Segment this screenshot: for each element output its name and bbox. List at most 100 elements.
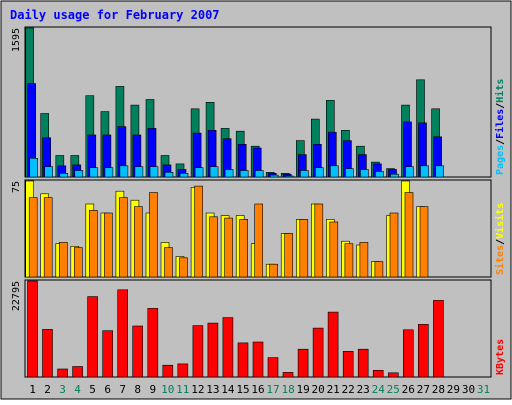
panel-1-series-label-text: Pages/Files/Hits xyxy=(494,79,506,175)
pages-bar-day-25 xyxy=(390,173,399,178)
panel-2-ymax-label: 75 xyxy=(11,181,22,193)
pages-bar-day-2 xyxy=(44,166,54,178)
series-label-sites: Sites xyxy=(494,245,506,275)
chart-panels: 1595Pages/Files/Hits75Sites/Visits22795K… xyxy=(11,26,506,378)
sites-bar-day-22 xyxy=(344,243,354,278)
sites-bar-day-11 xyxy=(179,257,188,278)
panel-3: 22795 KBytes xyxy=(11,279,506,378)
kbytes-bar-day-26 xyxy=(402,329,414,378)
pages-bar-day-8 xyxy=(134,166,144,178)
sites-bar-day-4 xyxy=(74,247,83,278)
day-label-23: 23 xyxy=(357,383,370,396)
sites-bar-day-23 xyxy=(359,242,369,278)
pages-bar-day-27 xyxy=(420,165,429,178)
kbytes-bar-day-1 xyxy=(27,280,38,378)
sites-bar-day-2 xyxy=(43,197,53,278)
series-pages xyxy=(29,158,444,178)
day-label-3: 3 xyxy=(59,383,66,396)
panel-1-ymax-label: 1595 xyxy=(11,28,22,52)
sites-bar-day-12 xyxy=(194,185,203,278)
x-axis-day-labels: 1 2 3 4 5 6 7 8 9 10 11 12 13 14 15 16 17 18 19 20 21 22 23 24 2… xyxy=(29,383,490,396)
day-label-7: 7 xyxy=(119,383,126,396)
kbytes-bar-day-28 xyxy=(433,300,444,378)
day-label-15: 15 xyxy=(236,383,249,396)
pages-bar-day-21 xyxy=(329,165,339,178)
day-label-2: 2 xyxy=(44,383,51,396)
pages-bar-day-11 xyxy=(179,173,189,178)
pages-bar-day-4 xyxy=(74,170,84,178)
day-label-31: 31 xyxy=(477,383,490,396)
sites-bar-day-17 xyxy=(269,263,279,278)
day-label-29: 29 xyxy=(447,383,460,396)
pages-bar-day-6 xyxy=(104,167,114,178)
sites-bar-day-26 xyxy=(404,192,414,278)
pages-bar-day-26 xyxy=(405,166,414,178)
kbytes-bar-day-7 xyxy=(117,289,128,378)
panel-2-series-labels: Sites/Visits xyxy=(494,203,506,275)
day-label-11: 11 xyxy=(176,383,189,396)
pages-bar-day-20 xyxy=(314,167,324,178)
day-label-28: 28 xyxy=(432,383,445,396)
day-label-4: 4 xyxy=(74,383,81,396)
series-label-hits: Hits xyxy=(494,79,506,103)
sites-bar-day-7 xyxy=(119,197,128,278)
day-label-21: 21 xyxy=(327,383,340,396)
panel-3-ymax-label: 22795 xyxy=(11,281,22,311)
chart-title: Daily usage for February 2007 xyxy=(10,8,220,22)
sites-bar-day-16 xyxy=(254,203,263,278)
kbytes-bar-day-5 xyxy=(87,296,98,378)
sites-bar-day-10 xyxy=(164,247,173,278)
kbytes-bar-day-14 xyxy=(222,317,234,378)
series-label-visits: Visits xyxy=(494,203,506,239)
kbytes-bar-day-19 xyxy=(297,348,309,378)
sites-bar-day-1 xyxy=(28,197,38,278)
sites-bar-day-19 xyxy=(299,219,309,278)
day-label-24: 24 xyxy=(372,383,386,396)
sites-bar-day-20 xyxy=(314,203,324,278)
kbytes-bar-day-25 xyxy=(387,372,399,378)
day-label-26: 26 xyxy=(402,383,415,396)
sites-bar-day-14 xyxy=(224,217,233,278)
day-label-8: 8 xyxy=(134,383,141,396)
day-label-20: 20 xyxy=(311,383,324,396)
day-label-27: 27 xyxy=(417,383,430,396)
kbytes-bar-day-18 xyxy=(282,372,294,378)
kbytes-bar-day-6 xyxy=(102,330,113,378)
pages-bar-day-28 xyxy=(435,165,444,178)
kbytes-bar-day-9 xyxy=(147,308,159,378)
series-label-separator: / xyxy=(495,103,506,109)
pages-bar-day-15 xyxy=(239,170,249,178)
panel-2-series-label-text: Sites/Visits xyxy=(494,203,506,275)
pages-bar-day-3 xyxy=(59,173,69,178)
kbytes-bar-day-24 xyxy=(372,369,384,378)
sites-bar-day-8 xyxy=(134,206,143,278)
day-label-30: 30 xyxy=(462,383,475,396)
pages-bar-day-18 xyxy=(284,175,294,178)
kbytes-bar-day-20 xyxy=(312,327,324,378)
series-label-kbytes: KBytes xyxy=(495,339,506,375)
pages-bar-day-19 xyxy=(299,170,309,178)
pages-bar-day-10 xyxy=(164,172,174,178)
kbytes-bar-day-13 xyxy=(207,322,219,378)
day-label-25: 25 xyxy=(387,383,400,396)
series-sites xyxy=(28,185,429,278)
pages-bar-day-22 xyxy=(345,168,354,178)
pages-bar-day-17 xyxy=(269,174,279,178)
day-label-12: 12 xyxy=(191,383,204,396)
panel-1-series-labels: Pages/Files/Hits xyxy=(494,79,506,175)
day-label-6: 6 xyxy=(104,383,111,396)
panel-3-series-label-text: KBytes xyxy=(495,339,506,375)
series-files xyxy=(27,83,442,178)
pages-bar-day-14 xyxy=(224,169,234,178)
panel-3-series-labels: KBytes xyxy=(495,339,506,375)
pages-bar-day-13 xyxy=(209,166,219,178)
kbytes-bar-day-27 xyxy=(417,324,429,378)
pages-bar-day-23 xyxy=(360,169,369,178)
day-label-22: 22 xyxy=(342,383,355,396)
day-label-1: 1 xyxy=(29,383,36,396)
kbytes-bar-day-2 xyxy=(42,329,53,378)
kbytes-bar-day-21 xyxy=(327,311,339,378)
pages-bar-day-7 xyxy=(119,165,129,178)
